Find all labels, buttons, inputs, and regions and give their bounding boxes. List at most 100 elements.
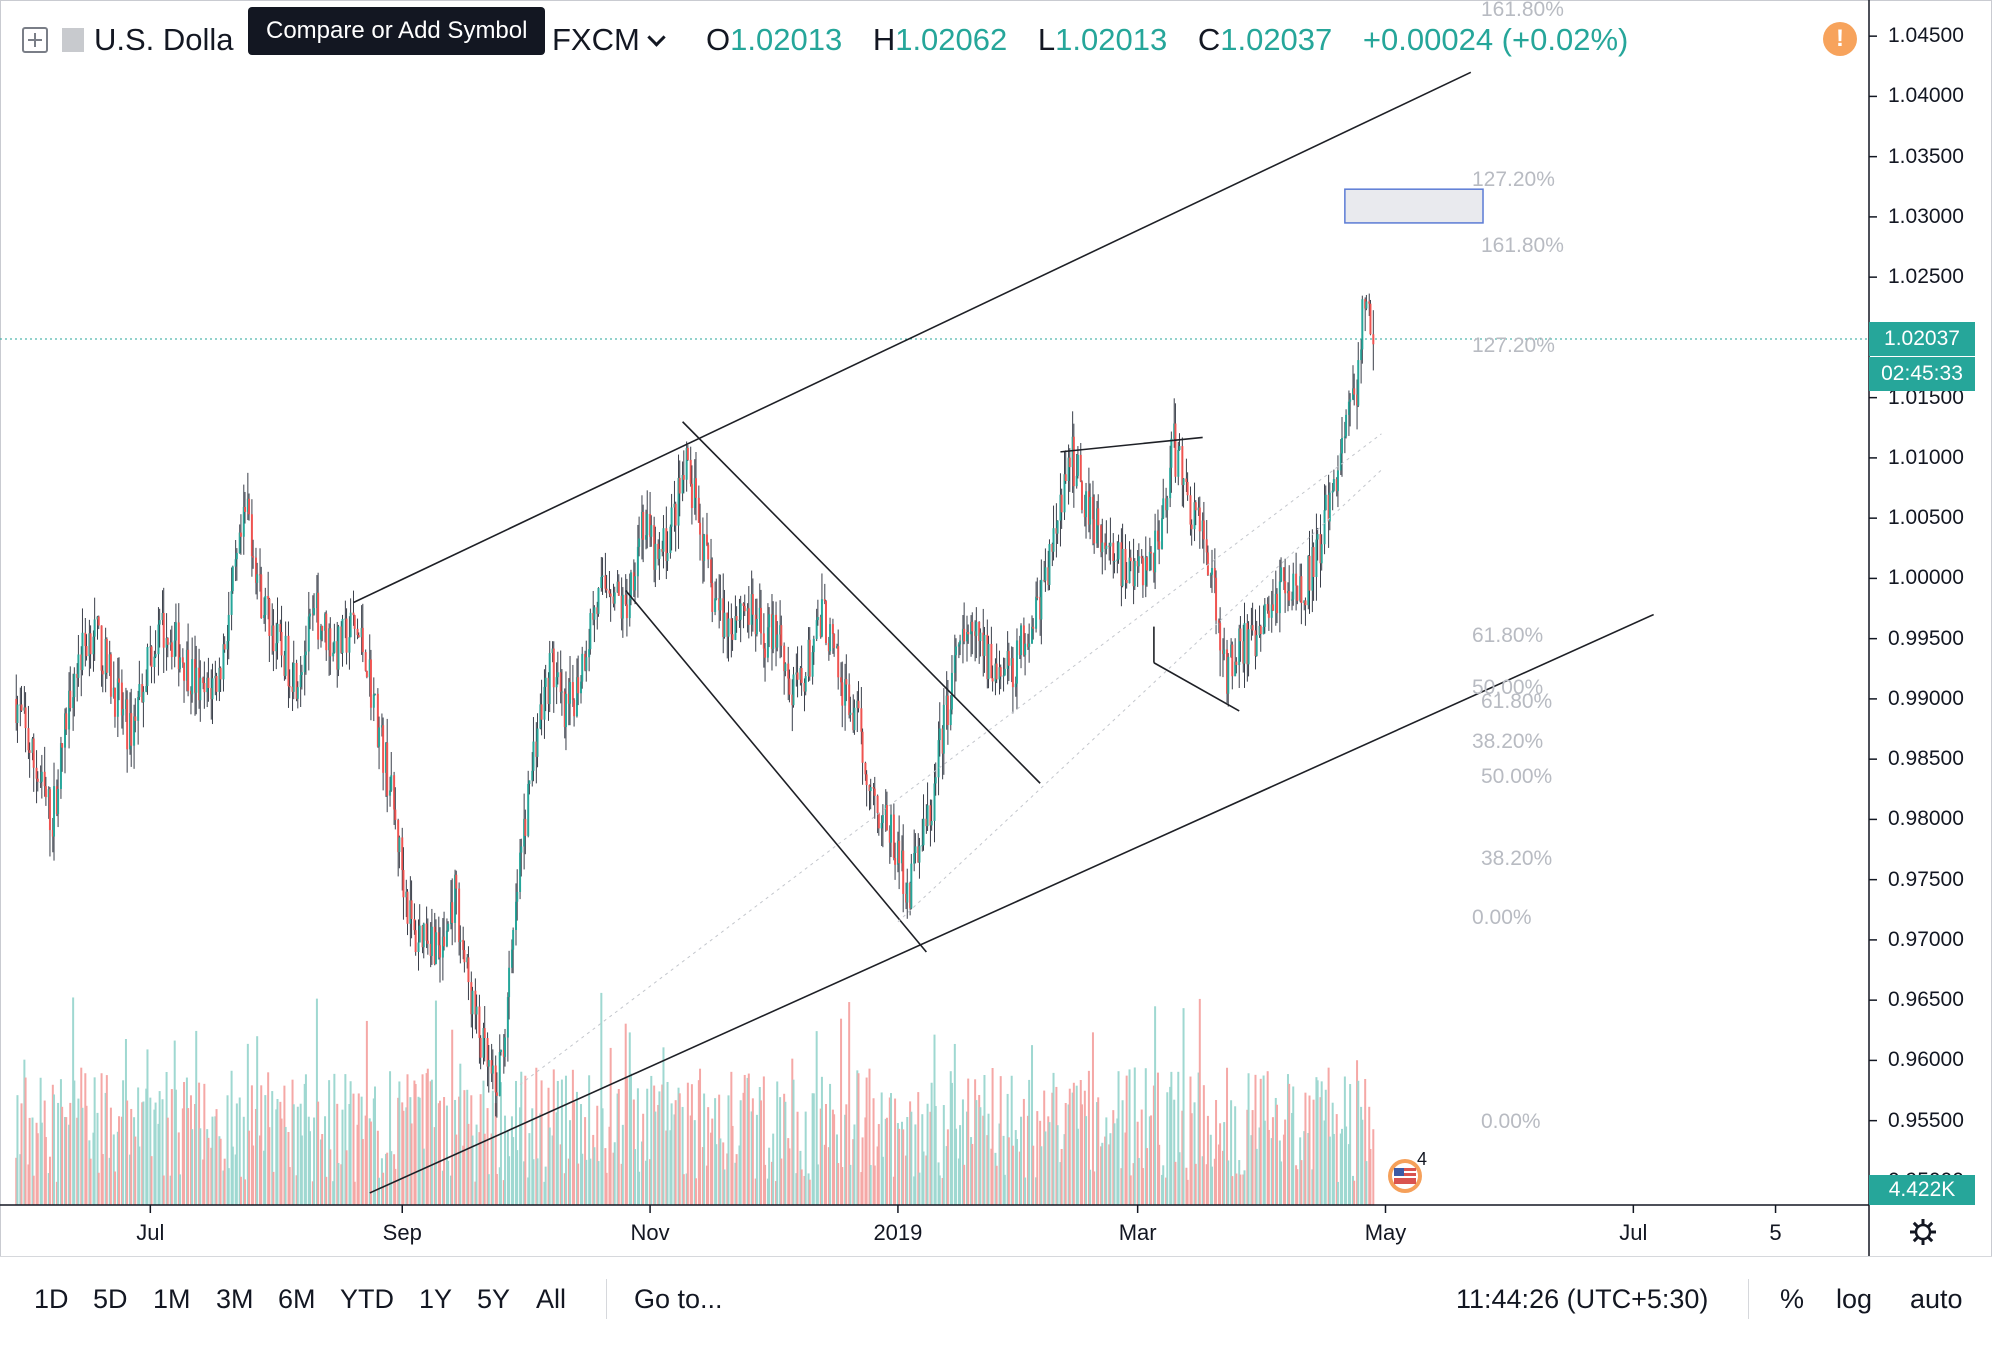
candle-body [97,616,100,626]
fib-trend-line[interactable] [897,469,1382,923]
volume-bar [617,1088,620,1205]
candle-body [787,663,790,679]
clock-display[interactable]: 11:44:26 (UTC+5:30) [1456,1284,1709,1314]
candle-body [1047,567,1050,586]
volume-bar [53,1094,56,1205]
falling-channel-upper-line[interactable] [682,421,1041,784]
candle-body [113,687,116,717]
fib-trend-line[interactable] [519,433,1382,1085]
candle-body [437,932,440,946]
volume-bar [914,1124,917,1205]
price-tick: 1.00500 [1888,506,1964,530]
range-6m-button[interactable]: 6M [278,1284,316,1314]
alert-icon[interactable]: ! [1823,22,1857,56]
volume-bar [23,1059,26,1205]
candle-body [24,707,27,729]
goto-button[interactable]: Go to... [634,1284,723,1314]
volume-bar [390,1151,393,1205]
economic-event-icon[interactable]: 4 [1380,1148,1440,1194]
candle-body [792,674,795,706]
volume-bar [1169,1086,1172,1205]
resistance-line[interactable] [1060,436,1203,453]
range-ytd-button[interactable]: YTD [340,1284,394,1314]
candle-body [1048,544,1051,586]
volume-bar [1132,1163,1135,1205]
volume-bar [44,1136,47,1205]
candle-body [376,693,379,747]
candle-body [1247,629,1250,665]
volume-bar [344,1074,347,1205]
volume-bar [921,1114,924,1205]
volume-bar [1190,1113,1193,1205]
candle-body [914,846,917,854]
fib-level-label: 0.00% [1472,906,1532,929]
symbol-name[interactable]: U.S. Dolla [94,22,234,57]
range-1d-button[interactable]: 1D [34,1284,69,1314]
volume-bar [1120,1168,1123,1205]
volume-bar [1341,1128,1344,1205]
candle-body [872,787,875,789]
volume-bar [747,1073,750,1205]
range-3m-button[interactable]: 3M [216,1284,254,1314]
gear-icon[interactable] [1908,1217,1938,1247]
candle-body [483,1028,486,1039]
candle-body [999,667,1002,677]
volume-bar [242,1116,245,1205]
channel-lower-line[interactable] [369,613,1654,1194]
candle-body [199,677,202,701]
candle-body [584,653,587,671]
volume-bar [96,1112,99,1205]
falling-channel-lower-line[interactable] [625,589,927,953]
volume-bar [72,997,75,1205]
channel-upper-line[interactable] [353,71,1472,604]
volume-bar [77,1098,80,1205]
target-zone-box[interactable] [1344,188,1484,224]
candle-body [1270,604,1273,618]
candle-body [1239,628,1242,642]
candle-body [418,925,421,943]
volume-bar [841,1167,844,1205]
volume-bar [141,1102,144,1205]
candle-body [1093,519,1096,544]
volume-bar [624,1023,627,1205]
volume-bar [85,1105,88,1205]
volume-bar [711,1118,714,1205]
range-1y-button[interactable]: 1Y [419,1284,453,1314]
candle-body [547,677,550,705]
volume-bar [999,1076,1002,1205]
volume-bar [463,1090,466,1205]
range-5d-button[interactable]: 5D [93,1284,128,1314]
range-5y-button[interactable]: 5Y [477,1284,511,1314]
log-toggle[interactable]: log [1836,1284,1873,1314]
candle-body [1003,668,1006,676]
volume-bar [1178,1152,1181,1205]
candle-body [779,625,782,635]
volume-bar [445,1105,448,1205]
volume-bar [1100,1146,1103,1205]
auto-toggle[interactable]: auto [1910,1284,1963,1314]
candle-body [930,820,933,826]
percent-toggle[interactable]: % [1780,1284,1805,1314]
candle-body [885,805,888,831]
range-all-button[interactable]: All [536,1284,567,1314]
volume-bar [337,1162,340,1205]
candle-body [536,728,539,757]
add-symbol-icon[interactable] [22,27,48,53]
candle-body [770,614,773,650]
candle-body [166,638,169,645]
candle-body [657,543,660,559]
volume-bar [722,1142,725,1205]
support-wedge-line[interactable] [1153,662,1240,712]
volume-bar [975,1100,978,1205]
candle-body [1083,509,1086,518]
candle-body [592,613,595,620]
trend-drawings[interactable] [353,71,1654,1194]
candle-body [596,607,599,614]
exchange-selector[interactable]: FXCM [552,18,666,62]
range-1m-button[interactable]: 1M [153,1284,191,1314]
candle-body [324,613,327,631]
symbol-header[interactable]: U.S. Dolla [22,18,234,62]
volume-bar [991,1068,994,1205]
candle-body [674,503,677,526]
